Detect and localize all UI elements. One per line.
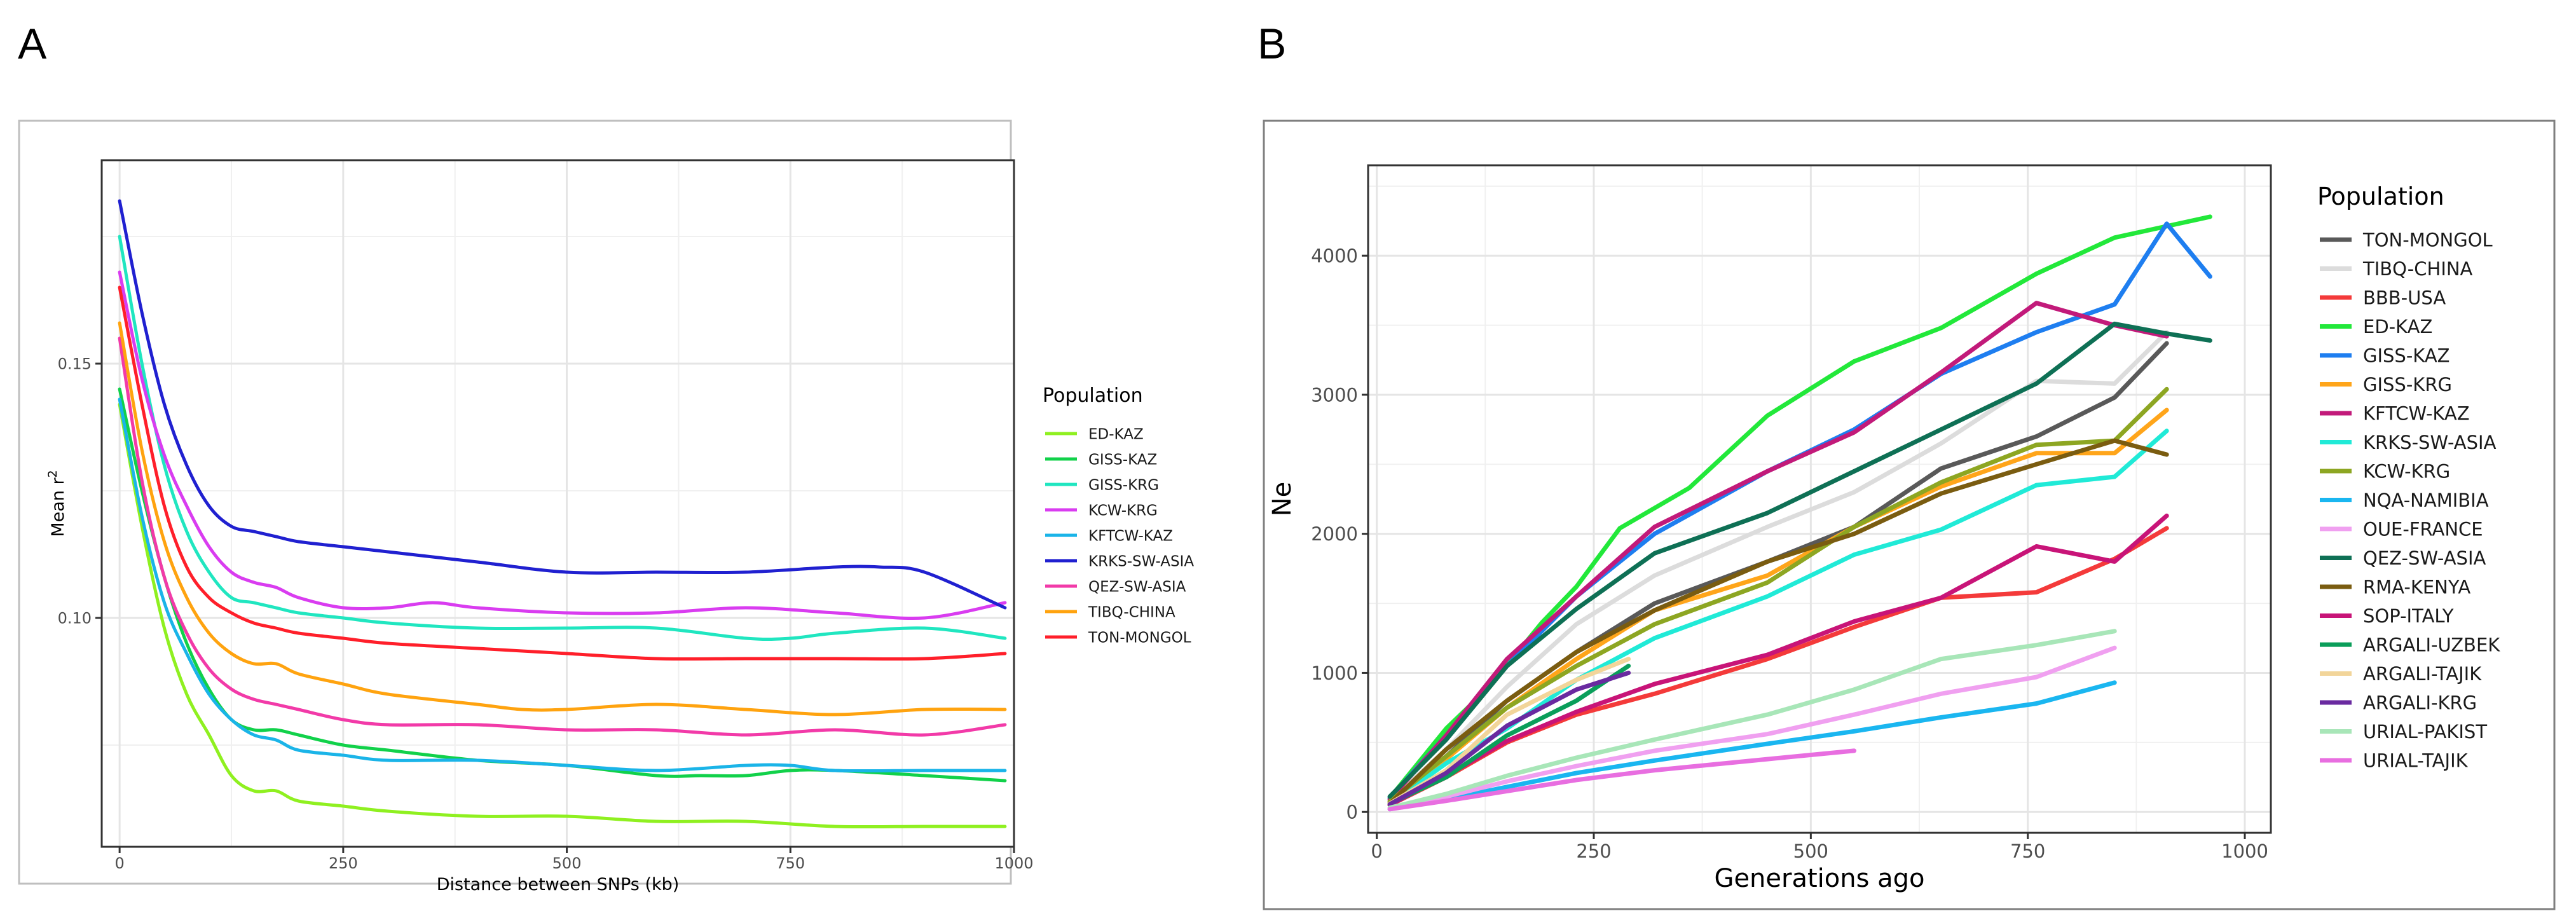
panel-b-series-urial-tajik xyxy=(1387,748,1857,812)
panel-b-letter: B xyxy=(1257,20,1286,68)
panel-a-plot-area xyxy=(102,160,1014,847)
panel-b-legend-label: KRKS-SW-ASIA xyxy=(2363,432,2497,453)
panel-b-legend-label: GISS-KRG xyxy=(2363,374,2452,395)
panel-b-legend-label: NQA-NAMIBIA xyxy=(2363,490,2489,511)
panel-a-series-kcw-krg xyxy=(118,270,1007,620)
panel-b-legend-label: URIAL-TAJIK xyxy=(2363,750,2469,771)
panel-b-y-tick-label: 4000 xyxy=(1311,245,1358,267)
panel-b-legend-label: OUE-FRANCE xyxy=(2363,518,2483,540)
panel-b-legend-label: SOP-ITALY xyxy=(2363,605,2454,627)
panel-a-x-tick-label: 1000 xyxy=(994,854,1033,872)
panel-a-legend-label: KFTCW-KAZ xyxy=(1088,528,1173,544)
panel-a-legend-label: KRKS-SW-ASIA xyxy=(1088,553,1194,570)
panel-a-x-tick-label: 0 xyxy=(114,854,124,872)
panel-b-y-axis-title: Ne xyxy=(1268,482,1297,517)
panel-b-y-tick-label: 3000 xyxy=(1311,384,1358,406)
panel-a-legend-label: KCW-KRG xyxy=(1088,502,1158,519)
panel-b-legend-label: TIBQ-CHINA xyxy=(2362,258,2473,280)
panel-b-x-tick-label: 1000 xyxy=(2221,840,2268,862)
panel-b-legend-label: KCW-KRG xyxy=(2363,460,2450,482)
panel-a-series-kftcw-kaz xyxy=(118,397,1007,773)
panel-a-series-tibq-china xyxy=(118,321,1007,716)
panel-a-series-qez-sw-asia xyxy=(118,336,1007,737)
panel-b-legend-label: QEZ-SW-ASIA xyxy=(2363,547,2486,569)
panel-a-legend-label: QEZ-SW-ASIA xyxy=(1088,579,1186,595)
panel-b-chart: 0 250 500 750 1000 0 1000 2000 3000 4000 Generatio… xyxy=(1268,164,2500,893)
panel-b-y-axis-title-main: Ne xyxy=(1268,482,1297,517)
panel-b-y-tick-label: 1000 xyxy=(1311,662,1358,684)
panel-a-y-axis-title-sup: 2 xyxy=(46,470,60,477)
panel-a-chart: 0 250 500 750 1000 0.10 0.15 Distance between S… xyxy=(46,159,1194,894)
panel-a-y-axis-title: Mean r2 xyxy=(46,470,68,537)
panel-b-x-tick-label: 500 xyxy=(1793,840,1828,862)
panel-b-series-kcw-krg xyxy=(1387,387,2169,804)
panel-b-x-tick-label: 750 xyxy=(2010,840,2045,862)
panel-a-y-axis-title-main: Mean r xyxy=(48,477,68,537)
panel-b-series-kftcw-kaz xyxy=(1387,301,2169,802)
panel-b-y-tick-label: 0 xyxy=(1346,802,1358,823)
panel-b-series-argali-uzbek xyxy=(1387,664,1631,806)
panel-a-series-krks-sw-asia xyxy=(118,199,1007,610)
panel-a-letter: A xyxy=(18,20,47,68)
panel-b-legend-label: BBB-USA xyxy=(2363,287,2446,308)
panel-b-series-rma-kenya xyxy=(1387,438,2169,806)
panel-b-legend-label: URIAL-PAKIST xyxy=(2363,721,2487,743)
panel-b-plot-border xyxy=(1367,164,2272,834)
panel-b-legend-label: ED-KAZ xyxy=(2363,316,2432,338)
panel-b-legend-label: RMA-KENYA xyxy=(2363,576,2470,598)
panel-a-series-giss-kaz xyxy=(118,387,1007,783)
panel-a-x-tick-label: 250 xyxy=(329,854,358,872)
panel-a-x-axis-title: Distance between SNPs (kb) xyxy=(437,875,680,894)
panel-b-series-argali-krg xyxy=(1387,670,1631,807)
panel-a-x-tick-label: 500 xyxy=(552,854,582,872)
panel-b-x-tick-label: 250 xyxy=(1576,840,1611,862)
panel-a-plot-border xyxy=(100,159,1015,848)
panel-b-series-urial-pakist xyxy=(1387,629,2117,811)
panel-a-series-giss-krg xyxy=(118,235,1007,641)
panel-a-x-tick-label: 750 xyxy=(776,854,805,872)
panel-b-series-nqa-namibia xyxy=(1387,680,2117,812)
panel-a-legend-label: TIBQ-CHINA xyxy=(1088,604,1175,620)
panel-b-series-tibq-china xyxy=(1387,330,2169,804)
panel-b-x-tick-label: 0 xyxy=(1371,840,1382,862)
panel-a-legend-label: GISS-KAZ xyxy=(1088,451,1157,468)
panel-b-legend-label: KFTCW-KAZ xyxy=(2363,402,2470,424)
panel-b-legend-label: ARGALI-TAJIK xyxy=(2363,663,2482,685)
panel-b-series-oue-france xyxy=(1387,645,2117,812)
panel-b-legend-label: GISS-KAZ xyxy=(2363,345,2450,366)
panel-a-legend-label: TON-MONGOL xyxy=(1088,629,1191,646)
panel-b-y-tick-label: 2000 xyxy=(1311,523,1358,545)
panel-b-legend-label: ARGALI-UZBEK xyxy=(2363,634,2500,655)
panel-b-legend-label: ARGALI-KRG xyxy=(2363,692,2477,713)
panel-a-legend-label: ED-KAZ xyxy=(1088,426,1144,442)
panel-a-legend-title: Population xyxy=(1043,385,1143,407)
panel-b-x-axis-title: Generations ago xyxy=(1714,864,1924,893)
panel-a-y-tick-label: 0.10 xyxy=(58,610,92,627)
panel-a-legend-label: GISS-KRG xyxy=(1088,477,1159,493)
panel-a-series-ton-mongol xyxy=(118,285,1007,661)
panel-b-legend-label: TON-MONGOL xyxy=(2362,229,2493,250)
panel-b-series-sop-italy xyxy=(1387,513,2169,807)
panel-a-series-ed-kaz xyxy=(118,402,1007,829)
panel-a-y-tick-label: 0.15 xyxy=(58,355,92,373)
panel-b-series-qez-sw-asia xyxy=(1387,321,2212,799)
panel-b-legend-title: Population xyxy=(2317,182,2444,210)
